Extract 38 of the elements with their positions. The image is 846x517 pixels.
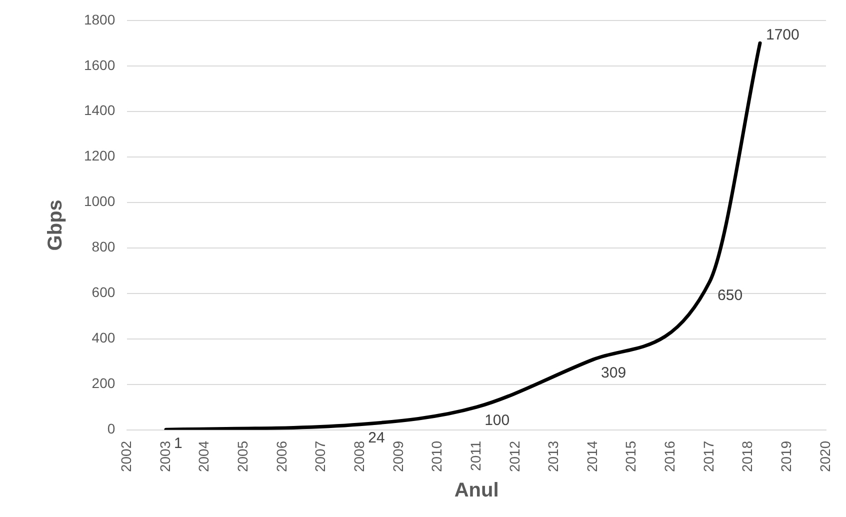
y-tick-label: 0 — [107, 420, 116, 437]
line-series — [164, 41, 762, 430]
x-tick-label: 2006 — [273, 440, 290, 472]
x-tick-label: 2003 — [156, 440, 173, 472]
data-label: 309 — [601, 364, 626, 382]
x-tick-label: 2012 — [506, 440, 522, 472]
x-tick-label: 2016 — [662, 440, 678, 472]
x-tick-label: 2014 — [584, 440, 600, 472]
data-label: 1 — [174, 434, 182, 452]
x-tick-label: 2002 — [118, 440, 134, 472]
x-tick-label: 2011 — [467, 440, 484, 471]
x-tick-label: 2004 — [196, 440, 212, 472]
data-label: 100 — [484, 412, 510, 430]
x-tick-label: 2019 — [778, 440, 794, 472]
y-tick-label: 200 — [92, 375, 116, 392]
x-axis-title: Anul — [454, 480, 499, 502]
x-tick-label: 2013 — [545, 440, 562, 472]
y-tick-label: 1400 — [84, 102, 116, 118]
y-tick-label: 1000 — [84, 193, 116, 210]
y-axis-title: Gbps — [44, 200, 67, 251]
x-tick-label: 2020 — [816, 440, 833, 472]
x-tick-label: 2018 — [739, 440, 756, 472]
data-label: 1700 — [766, 26, 800, 44]
y-tick-label: 1600 — [84, 56, 116, 73]
x-tick-label: 2015 — [622, 440, 639, 472]
x-tick-label: 2008 — [350, 440, 367, 472]
y-tick-label: 800 — [92, 238, 116, 255]
data-label: 650 — [718, 287, 743, 304]
x-tick-label: 2005 — [234, 440, 250, 472]
y-tick-label: 1800 — [84, 11, 116, 28]
x-tick-label: 2017 — [700, 440, 716, 472]
data-label: 24 — [368, 430, 385, 447]
x-tick-label: 2007 — [312, 440, 328, 472]
y-tick-label: 1200 — [84, 148, 116, 164]
y-tick-label: 600 — [92, 284, 116, 300]
x-tick-label: 2010 — [428, 440, 445, 472]
y-tick-label: 400 — [92, 330, 116, 346]
x-tick-label: 2009 — [390, 440, 406, 472]
